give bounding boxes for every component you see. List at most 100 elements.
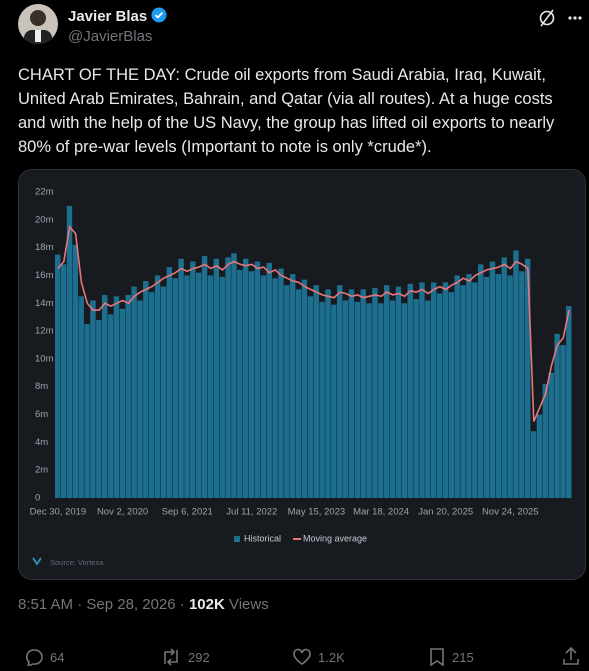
y-tick-label: 22m: [35, 187, 54, 198]
avatar[interactable]: [18, 4, 58, 44]
bar: [84, 324, 90, 498]
bar: [196, 272, 202, 498]
bar: [519, 271, 525, 498]
bar: [207, 275, 214, 498]
bar: [154, 275, 161, 498]
bar: [378, 303, 384, 498]
y-tick-label: 4m: [35, 437, 48, 448]
y-tick-label: 6m: [35, 409, 48, 420]
bar: [560, 345, 566, 498]
repost-button[interactable]: 292: [160, 648, 210, 666]
bar: [149, 292, 155, 498]
y-tick-label: 12m: [35, 326, 54, 337]
bookmark-icon: [430, 648, 444, 666]
post-text: CHART OF THE DAY: Crude oil exports from…: [18, 66, 555, 156]
y-tick-label: 0: [35, 493, 40, 504]
bar: [366, 303, 372, 498]
bar: [342, 300, 349, 498]
bookmark-button[interactable]: 215: [428, 648, 474, 666]
bar: [178, 258, 184, 498]
bar: [442, 282, 449, 498]
bar: [401, 303, 408, 498]
bar: [431, 282, 437, 498]
bar: [372, 287, 378, 498]
bar: [348, 289, 355, 498]
bar: [278, 268, 284, 498]
bar: [272, 278, 278, 498]
legend-swatch: [234, 536, 240, 542]
x-tick-label: Nov 24, 2025: [482, 507, 539, 518]
bar: [243, 258, 249, 498]
verified-badge: [151, 7, 167, 23]
bar: [102, 294, 108, 498]
source-logo: [32, 557, 42, 566]
y-tick-label: 8m: [35, 381, 48, 392]
timestamp[interactable]: 8:51 AM · Sep 28, 2026 ·: [18, 596, 185, 613]
bar: [55, 254, 61, 498]
bar: [66, 205, 73, 498]
x-tick-label: Nov 2, 2020: [97, 507, 148, 518]
bar: [266, 262, 272, 498]
chart: 0 2m 4m 6m 8m 10m 12m 14m 16m 18m 20m 22m Dec 30, 20…: [30, 187, 572, 567]
bar: [219, 276, 225, 498]
bar: [295, 289, 302, 498]
header-icons[interactable]: [537, 8, 583, 28]
post-meta: 8:51 AM · Sep 28, 2026 · 102K Views: [18, 596, 269, 613]
bar: [166, 267, 173, 498]
bar: [143, 281, 149, 498]
source-text: Source: Vortexa: [50, 558, 104, 567]
author-name-text[interactable]: Javier Blas: [68, 8, 148, 25]
bar: [331, 304, 337, 498]
bar: [290, 274, 296, 498]
bar: [307, 296, 314, 498]
bar: [107, 314, 114, 498]
bar: [254, 261, 261, 498]
bar: [389, 300, 396, 498]
bar: [131, 286, 137, 498]
x-tick-label: Jul 11, 2022: [226, 507, 277, 518]
bar: [483, 276, 490, 498]
reply-count: 64: [50, 649, 65, 665]
author-handle[interactable]: @JavierBlas: [68, 28, 153, 45]
author-name[interactable]: Javier Blas: [68, 7, 167, 25]
bar: [501, 257, 507, 498]
view-count: 102K: [188, 596, 225, 613]
share-button[interactable]: [562, 646, 580, 666]
y-tick-label: 20m: [35, 214, 54, 225]
bar: [472, 282, 478, 498]
bar: [125, 294, 131, 498]
bar: [448, 292, 455, 498]
bookmark-count: 215: [452, 649, 474, 665]
bar: [489, 261, 496, 498]
x-tick-label: Mar 18, 2024: [353, 507, 409, 518]
bar: [530, 431, 537, 498]
bar: [436, 293, 443, 498]
like-button[interactable]: 1.2K: [292, 648, 345, 666]
bar: [313, 285, 319, 498]
bar: [113, 296, 120, 498]
bar: [413, 299, 419, 498]
bar: [513, 250, 519, 498]
bar: [260, 275, 267, 498]
bar: [237, 269, 243, 498]
avatar-image: [24, 10, 52, 44]
chart-card[interactable]: 0 2m 4m 6m 8m 10m 12m 14m 16m 18m 20m 22m Dec 30, 20…: [18, 169, 586, 580]
bar: [213, 258, 220, 498]
bar: [96, 319, 102, 498]
bar: [160, 286, 167, 498]
bar: [360, 289, 366, 498]
bar: [231, 253, 237, 498]
bar: [119, 308, 126, 498]
bar: [407, 283, 413, 498]
bar: [542, 383, 549, 498]
reply-button[interactable]: 64: [24, 648, 64, 666]
like-count: 1.2K: [318, 649, 345, 665]
bar: [90, 300, 96, 498]
bar: [337, 285, 343, 498]
reply-icon: [26, 649, 43, 666]
bar: [184, 275, 190, 498]
y-tick-label: 2m: [35, 465, 48, 476]
y-tick-label: 10m: [35, 353, 54, 364]
bar: [190, 261, 196, 498]
